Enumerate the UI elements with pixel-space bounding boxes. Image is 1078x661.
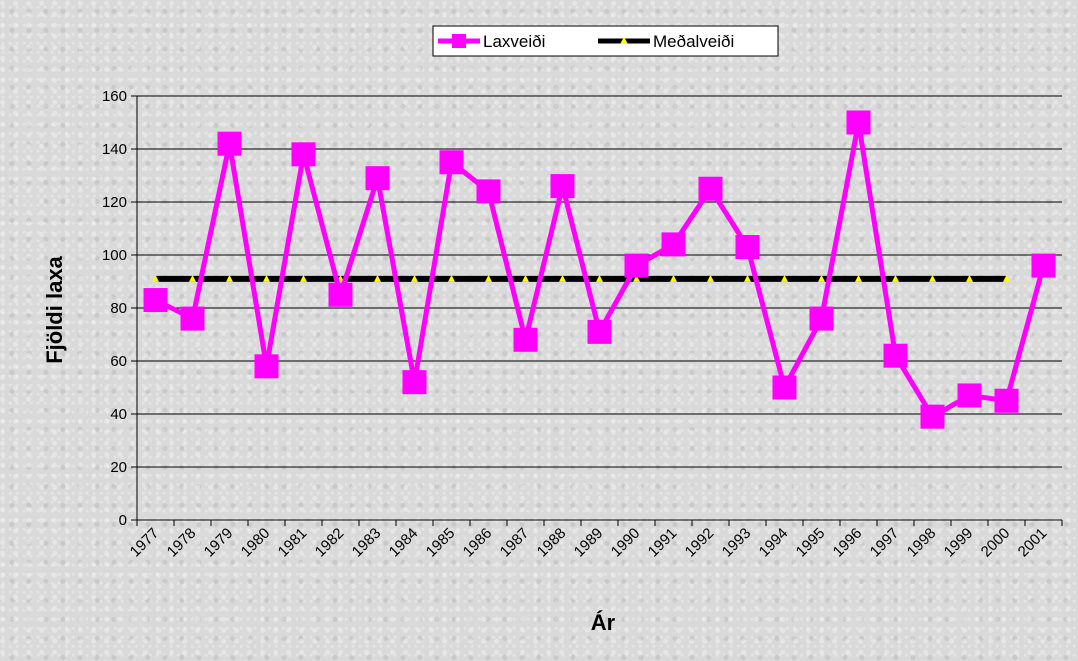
x-tick-label: 1982 [312, 525, 348, 561]
laxveidi-point [957, 383, 982, 408]
y-tick-labels: 0 20 40 60 80 100 120 140 160 [102, 88, 127, 529]
x-tick-label: 1993 [719, 525, 755, 561]
y-tick-label: 80 [110, 300, 127, 317]
laxveidi-point [402, 370, 427, 395]
y-axis-title: Fjöldi laxa [42, 255, 67, 363]
grid [137, 95, 1062, 468]
laxveidi-point [661, 232, 686, 257]
medalveidi-point [374, 274, 381, 282]
medalveidi-point [892, 274, 899, 282]
x-tick-label: 1995 [793, 525, 829, 561]
y-tick-label: 100 [102, 247, 127, 264]
x-tick-label: 1984 [386, 525, 422, 561]
x-tick-label: 1989 [571, 525, 607, 561]
medalveidi-point [596, 274, 603, 282]
medalveidi-point [744, 274, 751, 282]
x-tick-label: 1987 [497, 525, 533, 561]
laxveidi-point [365, 166, 390, 191]
x-tick-label: 1997 [867, 525, 903, 561]
laxveidi-point [624, 253, 649, 278]
laxveidi-point [254, 354, 279, 379]
x-tick-label: 1990 [608, 525, 644, 561]
y-tick-label: 140 [102, 141, 127, 158]
medalveidi-point [855, 274, 862, 282]
laxveidi-point [439, 150, 464, 175]
medalveidi-point [707, 274, 714, 282]
laxveidi-point [698, 176, 723, 201]
x-tick-label: 2000 [978, 525, 1014, 561]
y-tick-label: 0 [119, 512, 127, 529]
medalveidi-point [966, 274, 973, 282]
legend-laxveidi-label: Laxveiði [483, 32, 545, 51]
y-tick-label: 120 [102, 194, 127, 211]
x-tick-label: 1992 [682, 525, 718, 561]
medalveidi-point [633, 274, 640, 282]
laxveidi-point [476, 179, 501, 204]
x-tick-label: 2001 [1015, 525, 1051, 561]
series-medalveidi [152, 274, 1010, 282]
x-tick-label: 1991 [645, 525, 681, 561]
y-tick-label: 160 [102, 88, 127, 105]
y-tick-label: 60 [110, 353, 127, 370]
laxveidi-point [883, 343, 908, 368]
legend-medalveidi-label: Meðalveiði [653, 32, 734, 51]
laxveidi-point [217, 131, 242, 156]
x-axis-title: Ár [591, 610, 616, 635]
series-laxveidi [143, 110, 1056, 429]
x-tick-label: 1986 [460, 525, 496, 561]
x-tick-label: 1998 [904, 525, 940, 561]
x-tick-label: 1994 [756, 525, 792, 561]
laxveidi-line [154, 122, 1046, 421]
x-tick-labels: 1977 1978 1979 1980 1981 1982 1983 1984 1985 1986… [127, 525, 1051, 561]
laxveidi-point [772, 375, 797, 400]
laxveidi-point [920, 404, 945, 429]
laxveidi-point [735, 235, 760, 260]
medalveidi-point [1003, 274, 1010, 282]
x-tick-label: 1996 [830, 525, 866, 561]
laxveidi-point [994, 388, 1019, 413]
medalveidi-point [448, 274, 455, 282]
laxveidi-point [328, 282, 353, 307]
x-tick-label: 1981 [275, 525, 311, 561]
medalveidi-point [818, 274, 825, 282]
medalveidi-point [300, 274, 307, 282]
x-tick-label: 1983 [349, 525, 385, 561]
medalveidi-point [152, 274, 159, 282]
medalveidi-point [559, 274, 566, 282]
medalveidi-point [929, 274, 936, 282]
laxveidi-point [550, 174, 575, 199]
x-tick-label: 1988 [534, 525, 570, 561]
x-tick-label: 1978 [164, 525, 200, 561]
laxveidi-point [143, 288, 168, 313]
laxveidi-point [180, 306, 205, 331]
legend-laxveidi-marker [452, 34, 466, 48]
medalveidi-point [485, 274, 492, 282]
legend: Laxveiði Meðalveiði [432, 25, 779, 57]
laxveidi-point [1031, 253, 1056, 278]
laxveidi-point [809, 306, 834, 331]
x-tick-label: 1999 [941, 525, 977, 561]
x-tick-label: 1977 [127, 525, 163, 561]
medalveidi-point [670, 274, 677, 282]
laxveidi-point [513, 327, 538, 352]
medalveidi-point [263, 274, 270, 282]
y-tick-label: 20 [110, 459, 127, 476]
laxveidi-point [587, 319, 612, 344]
x-tick-label: 1985 [423, 525, 459, 561]
axes [131, 95, 1063, 526]
laxveidi-point [291, 142, 316, 167]
x-tick-label: 1980 [238, 525, 274, 561]
y-tick-label: 40 [110, 406, 127, 423]
legend-medalveidi-marker [620, 37, 628, 44]
medalveidi-point [522, 274, 529, 282]
x-tick-label: 1979 [201, 525, 237, 561]
laxveidi-point [846, 110, 871, 135]
medalveidi-point [226, 274, 233, 282]
medalveidi-point [781, 274, 788, 282]
medalveidi-point [189, 274, 196, 282]
medalveidi-point [411, 274, 418, 282]
